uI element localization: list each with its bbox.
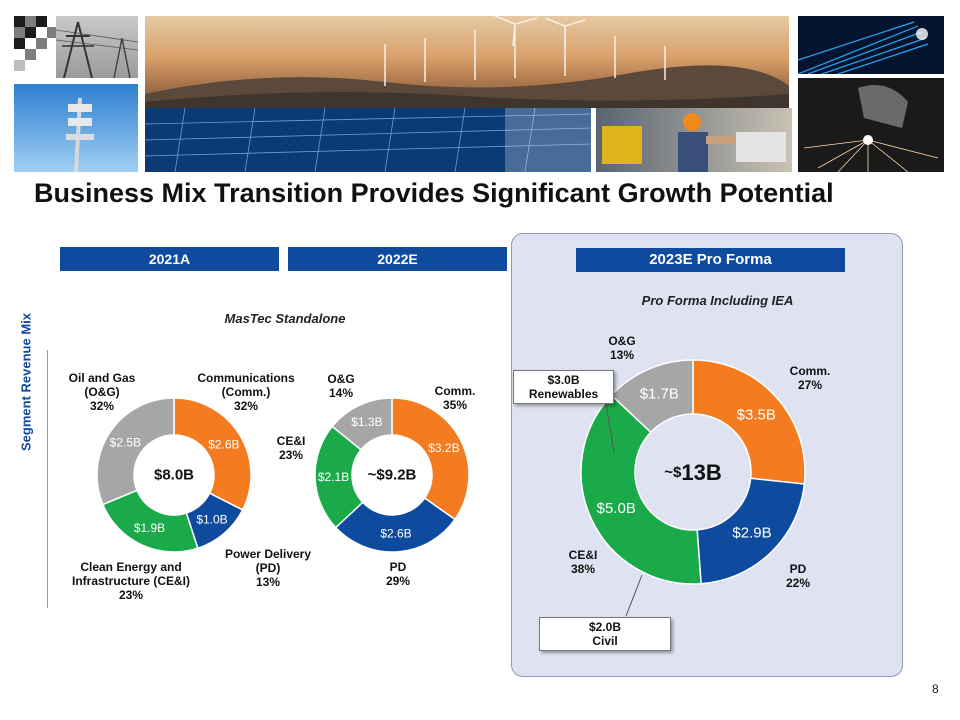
fiber-optic-image xyxy=(798,16,944,74)
label-2023-og-pct: 13% xyxy=(609,348,635,362)
header-2023e-pro-forma: 2023E Pro Forma xyxy=(576,248,845,272)
label-2022-og-pct: 14% xyxy=(328,386,354,400)
donut-1-slice-1 xyxy=(334,497,456,553)
label-2023-cei-line1: CE&I xyxy=(568,548,598,562)
label-2023-comm-line1: Comm. xyxy=(789,364,831,378)
label-2021-pd-pct: 13% xyxy=(255,575,281,589)
power-lines-image xyxy=(56,16,138,78)
callout-civil-value: $2.0B xyxy=(588,620,622,634)
label-2023-og: O&G 13% xyxy=(594,334,650,362)
label-2021-og-line2: (O&G) xyxy=(84,385,120,399)
label-2022-comm-pct: 35% xyxy=(442,398,468,412)
label-2023-comm: Comm. 27% xyxy=(780,364,840,392)
label-2022-cei-pct: 23% xyxy=(278,448,304,462)
segment-revenue-mix-text: Segment Revenue Mix xyxy=(18,313,34,451)
label-2021-cei: Clean Energy and Infrastructure (CE&I) 2… xyxy=(56,560,206,602)
header-2022e: 2022E xyxy=(288,247,507,271)
callout-civil-label: Civil xyxy=(592,634,618,648)
donut-0-slice-2 xyxy=(101,489,199,553)
solar-panels-image xyxy=(145,108,591,172)
label-2023-pd-line1: PD xyxy=(789,562,807,576)
label-2023-cei: CE&I 38% xyxy=(555,548,611,576)
cell-tower-image xyxy=(14,84,138,172)
label-2022-cei-line1: CE&I xyxy=(276,434,306,448)
label-2021-comm-pct: 32% xyxy=(233,399,259,413)
donut-1-value-label-2: $2.1B xyxy=(318,470,349,484)
donut-1-value-label-3: $1.3B xyxy=(351,415,382,429)
label-2022-comm: Comm. 35% xyxy=(425,384,485,412)
label-2021-pd-line2: (PD) xyxy=(255,561,281,575)
donut-0-value-label-1: $1.0B xyxy=(196,512,227,526)
page-number: 8 xyxy=(932,682,939,696)
label-2021-og-pct: 32% xyxy=(89,399,115,413)
wind-turbines-image xyxy=(145,16,789,108)
label-2022-pd-pct: 29% xyxy=(385,574,411,588)
subtitle-masdec-standalone: MasTec Standalone xyxy=(224,311,346,326)
donut-0-value-label-0: $2.6B xyxy=(208,437,239,451)
callout-renewables: $3.0B Renewables xyxy=(513,370,614,404)
donut-1-slice-0 xyxy=(391,397,470,521)
label-2023-pd-pct: 22% xyxy=(785,576,811,590)
donut-0-slice-1 xyxy=(185,492,244,550)
construction-worker-image xyxy=(596,108,792,172)
label-2021-cei-line2: Infrastructure (CE&I) xyxy=(71,574,190,588)
callout-renewables-value: $3.0B xyxy=(547,373,580,387)
label-2023-comm-pct: 27% xyxy=(797,378,823,392)
label-2022-cei: CE&I 23% xyxy=(262,434,320,462)
slide-title: Business Mix Transition Provides Signifi… xyxy=(34,178,834,208)
donut-1-slice-2 xyxy=(314,425,364,529)
welding-image xyxy=(798,78,944,172)
label-2021-cei-pct: 23% xyxy=(118,588,144,602)
label-2021-comm: Communications (Comm.) 32% xyxy=(184,371,308,413)
donut-0-center-label: $8.0B xyxy=(154,467,194,484)
label-2021-pd: Power Delivery (PD) 13% xyxy=(208,547,328,589)
label-2021-comm-line2: (Comm.) xyxy=(221,385,271,399)
donut-0-slice-0 xyxy=(173,397,252,511)
label-2023-og-line1: O&G xyxy=(608,334,636,348)
label-2021-og: Oil and Gas (O&G) 32% xyxy=(42,371,162,413)
donut-0-slice-3 xyxy=(96,397,175,506)
donut-0-value-label-2: $1.9B xyxy=(134,521,165,535)
donut-1-value-label-0: $3.2B xyxy=(428,441,459,455)
label-2023-cei-pct: 38% xyxy=(570,562,596,576)
label-2022-pd: PD 29% xyxy=(370,560,426,588)
label-2022-pd-line1: PD xyxy=(389,560,407,574)
donut-1-slice-3 xyxy=(331,397,393,451)
label-2022-og: O&G 14% xyxy=(313,372,369,400)
donut-1-center-label: ~$9.2B xyxy=(368,467,417,484)
label-2022-og-line1: O&G xyxy=(327,372,355,386)
subtitle-pro-forma-iea: Pro Forma Including IEA xyxy=(641,293,794,308)
logo-blocks-image xyxy=(14,16,58,76)
label-2023-pd: PD 22% xyxy=(770,562,826,590)
side-divider xyxy=(47,350,48,608)
label-2021-og-line1: Oil and Gas xyxy=(68,371,136,385)
callout-renewables-label: Renewables xyxy=(528,387,599,401)
header-2021a: 2021A xyxy=(60,247,279,271)
label-2021-comm-line1: Communications xyxy=(197,371,295,385)
label-2021-cei-line1: Clean Energy and xyxy=(80,560,182,574)
label-2022-comm-line1: Comm. xyxy=(434,384,476,398)
donut-1-value-label-1: $2.6B xyxy=(380,526,411,540)
label-2021-pd-line1: Power Delivery xyxy=(224,547,312,561)
callout-civil: $2.0B Civil xyxy=(539,617,671,651)
donut-0-value-label-3: $2.5B xyxy=(110,435,141,449)
